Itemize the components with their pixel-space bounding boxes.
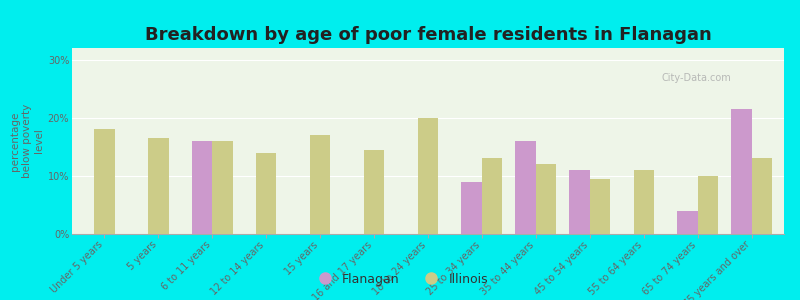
Bar <box>677 211 698 234</box>
Bar <box>310 135 330 234</box>
Bar <box>148 138 169 234</box>
Bar <box>515 141 536 234</box>
Text: City-Data.com: City-Data.com <box>661 73 731 83</box>
Bar <box>94 129 114 234</box>
Bar <box>212 141 233 234</box>
Bar <box>590 179 610 234</box>
Bar <box>364 150 384 234</box>
Bar <box>731 109 752 234</box>
Title: Breakdown by age of poor female residents in Flanagan: Breakdown by age of poor female resident… <box>145 26 711 44</box>
Bar <box>482 158 502 234</box>
Legend: Flanagan, Illinois: Flanagan, Illinois <box>307 268 493 291</box>
Bar <box>752 158 772 234</box>
Bar <box>536 164 556 234</box>
Bar <box>256 153 277 234</box>
Bar <box>634 170 654 234</box>
Bar <box>698 176 718 234</box>
Bar <box>570 170 590 234</box>
Bar <box>192 141 212 234</box>
Y-axis label: percentage
below poverty
level: percentage below poverty level <box>10 104 43 178</box>
Bar <box>462 182 482 234</box>
Bar <box>418 118 438 234</box>
